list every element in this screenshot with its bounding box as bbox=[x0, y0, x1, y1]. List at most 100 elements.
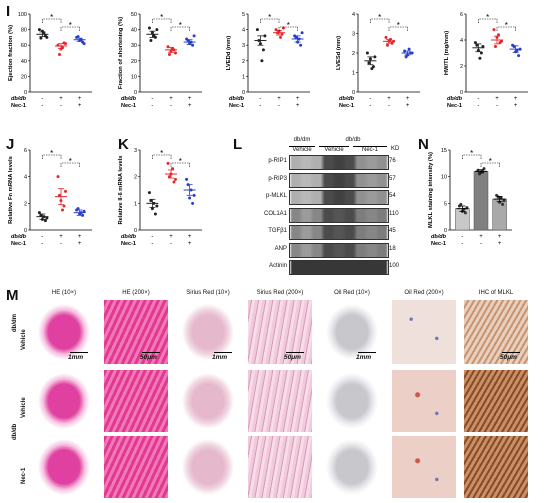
sign-dbdb-fs-1: + bbox=[169, 96, 173, 102]
sign-dbdb-ef-2: + bbox=[78, 96, 82, 102]
wb-header-dbdm: db/dm bbox=[293, 137, 311, 143]
wb-row-label: COL1A1 bbox=[263, 210, 287, 217]
point-il6-2-5 bbox=[192, 193, 196, 197]
point-ef-1-5 bbox=[64, 42, 67, 46]
micro-header-6: IHC of MLKL bbox=[478, 290, 514, 296]
wb-col-vehicle1: Vehicle bbox=[289, 146, 315, 153]
sig-bracket-2-il6 bbox=[170, 162, 190, 167]
sign-dbdb-il6-2: + bbox=[188, 234, 192, 240]
sign-dbdb-ef-0: - bbox=[41, 96, 43, 102]
point-lved-2-2 bbox=[299, 43, 303, 47]
y-tick-label-mlkl-1: 5 bbox=[444, 201, 447, 207]
point-il6-0-3 bbox=[149, 199, 153, 203]
sign-dbdb-il6-0: - bbox=[151, 234, 153, 240]
wb-row-kd: 57 bbox=[389, 175, 396, 182]
group-label-dbdb-lved: db/db bbox=[229, 96, 245, 102]
scale-bar-line-1 bbox=[142, 352, 160, 353]
sign-dbdb-mlkl-1: + bbox=[479, 234, 483, 240]
panel-label-j: J bbox=[6, 136, 15, 153]
y-tick-label-fn-3: 6 bbox=[24, 148, 27, 154]
sign-nec1-ef-1: - bbox=[60, 103, 62, 109]
sign-nec1-lved-2: + bbox=[296, 103, 300, 109]
scale-bar-line-0 bbox=[70, 352, 88, 353]
wb-row-kd: 54 bbox=[389, 193, 396, 199]
y-tick-label-lves-1: 1 bbox=[352, 71, 355, 77]
y-tick-label-ef-3: 60 bbox=[21, 43, 27, 49]
micro-row-label-1: Vehicle bbox=[21, 397, 27, 418]
y-tick-label-hwtl-1: 2 bbox=[460, 64, 463, 70]
point-ef-0-5 bbox=[45, 35, 49, 39]
point-fs-1-5 bbox=[174, 51, 177, 55]
sign-nec1-lved-1: - bbox=[278, 103, 280, 109]
y-tick-label-fs-3: 30 bbox=[131, 43, 137, 49]
group-label-nec1-fs: Nec-1 bbox=[121, 103, 136, 109]
micro-tile-sirius-200x bbox=[248, 300, 312, 364]
wb-row: p-RIP1 76 bbox=[235, 155, 407, 170]
point-lves-1-3 bbox=[386, 43, 389, 47]
sign-nec1-fs-2: + bbox=[188, 103, 192, 109]
sign-dbdb-fn-1: + bbox=[59, 234, 63, 240]
point-fs-0-3 bbox=[149, 39, 153, 43]
micro-header-1: HE (200×) bbox=[122, 290, 150, 296]
y-tick-label-mlkl-2: 10 bbox=[441, 175, 447, 181]
point-mlkl-0-4 bbox=[462, 207, 466, 211]
micro-tile-oil-10x bbox=[320, 370, 384, 432]
y-tick-label-il6-1: 1 bbox=[134, 201, 137, 207]
sign-nec1-il6-2: + bbox=[188, 241, 192, 247]
point-il6-1-3 bbox=[168, 175, 171, 179]
sign-dbdb-mlkl-0: - bbox=[461, 234, 463, 240]
micro-tile-he-200x bbox=[104, 300, 168, 364]
y-tick-label-il6-3: 3 bbox=[134, 148, 137, 154]
wb-col-vehicle2: Vehicle bbox=[319, 146, 349, 153]
sign-nec1-lves-0: - bbox=[369, 103, 371, 109]
point-lved-0-4 bbox=[260, 59, 264, 63]
sign-nec1-mlkl-2: + bbox=[498, 241, 502, 247]
wb-row-label: p-RIP1 bbox=[268, 158, 287, 164]
side-label-dbdb: db/db bbox=[12, 423, 18, 440]
sign-dbdb-lves-0: - bbox=[369, 96, 371, 102]
scale-bar-line-2 bbox=[214, 352, 232, 353]
micro-tile-ihc-mlkl bbox=[464, 436, 528, 498]
sig-bracket-1-hwtl bbox=[478, 18, 498, 23]
y-tick-label-fs-5: 50 bbox=[131, 12, 137, 18]
wb-band-strip bbox=[289, 172, 389, 188]
point-il6-1-5 bbox=[174, 177, 177, 181]
sig-bracket-1-lved bbox=[260, 18, 280, 23]
y-tick-label-lved-1: 1 bbox=[242, 74, 245, 80]
sign-nec1-fn-0: - bbox=[41, 241, 43, 247]
point-mlkl-2-2 bbox=[501, 202, 505, 206]
micro-tile-he-10x bbox=[32, 370, 96, 432]
point-hwtl-0-4 bbox=[478, 56, 482, 60]
point-hwtl-2-2 bbox=[517, 54, 521, 58]
y-tick-label-il6-0: 0 bbox=[134, 228, 137, 234]
y-tick-label-fs-0: 0 bbox=[134, 90, 137, 96]
point-il6-2-1 bbox=[188, 196, 192, 200]
sign-dbdb-mlkl-2: + bbox=[498, 234, 502, 240]
point-hwtl-0-3 bbox=[475, 43, 479, 47]
micro-row-label-0: Vehicle bbox=[21, 329, 27, 350]
point-fn-0-5 bbox=[45, 216, 49, 220]
point-fs-2-5 bbox=[192, 34, 196, 38]
wb-row-kd: 18 bbox=[389, 245, 396, 252]
point-fn-0-2 bbox=[43, 219, 47, 223]
group-label-dbdb-il6: db/db bbox=[121, 234, 137, 240]
micro-tile-sirius-10x bbox=[176, 300, 240, 364]
micro-header-0: HE (10×) bbox=[51, 290, 77, 296]
wb-row-label: TGFβ1 bbox=[268, 228, 287, 234]
wb-row: COL1A1 110 bbox=[235, 207, 407, 223]
sig-star-1-lves: * bbox=[378, 13, 381, 22]
sign-dbdb-il6-1: + bbox=[169, 234, 173, 240]
sign-dbdb-fs-0: - bbox=[151, 96, 153, 102]
point-hwtl-1-4 bbox=[497, 33, 500, 37]
point-mlkl-0-3 bbox=[459, 202, 463, 206]
group-label-dbdb-ef: db/db bbox=[11, 96, 27, 102]
sig-star-1-hwtl: * bbox=[486, 13, 489, 22]
point-il6-1-2 bbox=[172, 180, 176, 184]
y-tick-label-ef-0: 0 bbox=[24, 90, 27, 96]
microscopy-panel: HE (10×) HE (200×) Sirius Red (10×) Sirius … bbox=[12, 290, 550, 500]
sign-dbdb-lves-2: + bbox=[406, 96, 410, 102]
sig-star-2-il6: * bbox=[179, 157, 182, 166]
panel-label-l: L bbox=[233, 136, 243, 153]
point-mlkl-0-2 bbox=[463, 211, 467, 215]
